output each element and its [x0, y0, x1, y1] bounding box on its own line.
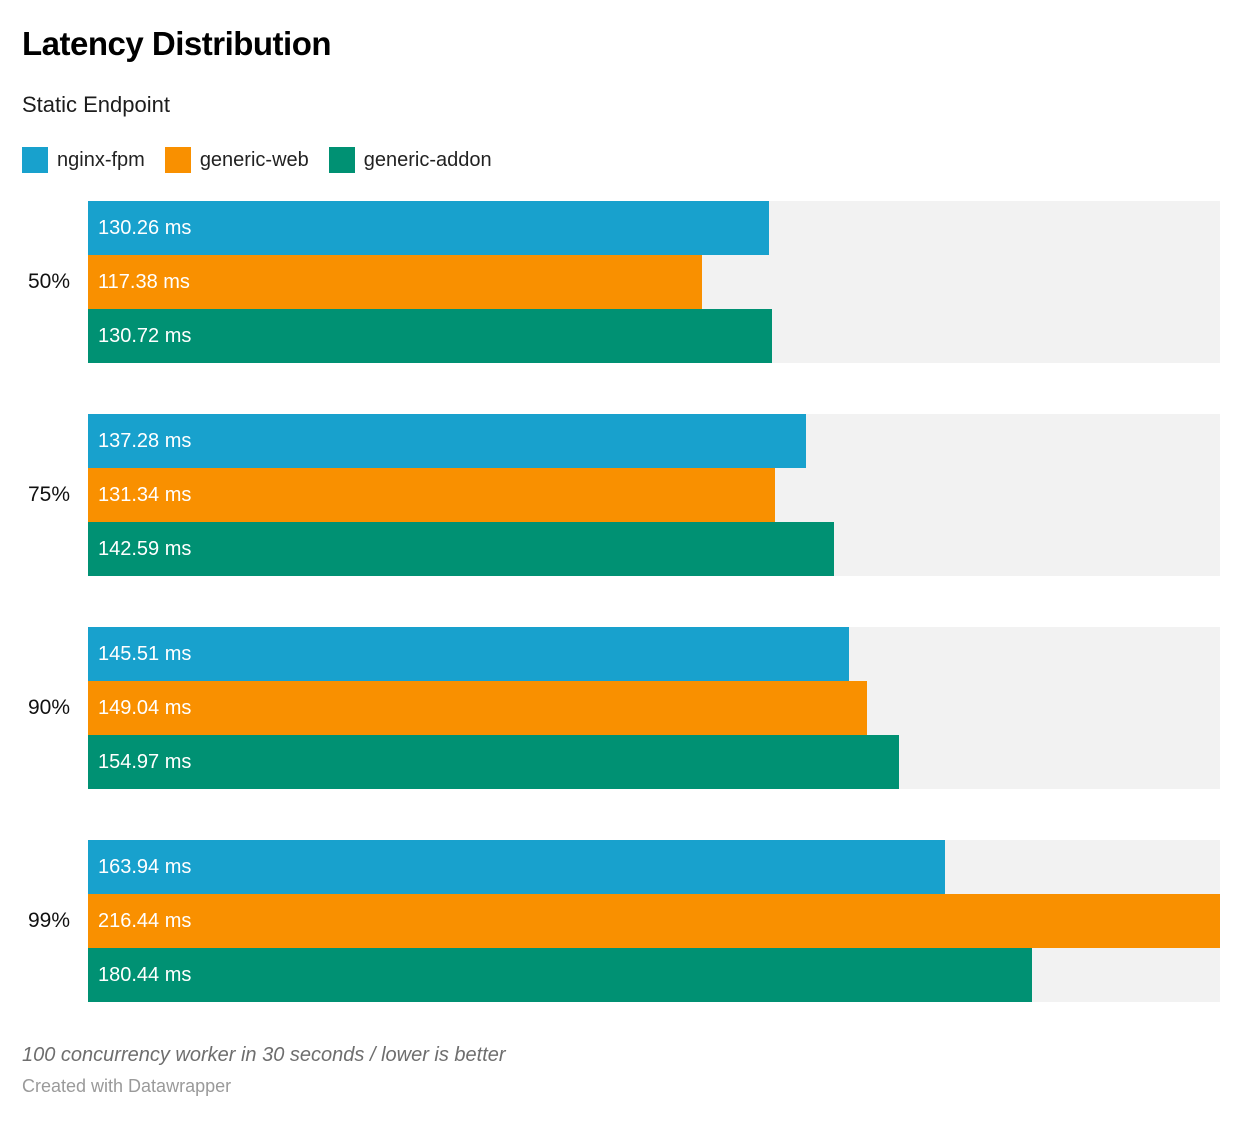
- bar-track: 216.44 ms: [88, 894, 1220, 948]
- bar-generic-web: 117.38 ms: [88, 255, 702, 309]
- value-label: 149.04 ms: [98, 696, 192, 719]
- bar-track: 154.97 ms: [88, 735, 1220, 789]
- value-label: 117.38 ms: [98, 270, 190, 293]
- bar-generic-addon: 154.97 ms: [88, 735, 899, 789]
- bar-generic-addon: 180.44 ms: [88, 948, 1032, 1002]
- chart-subtitle: Static Endpoint: [22, 92, 170, 117]
- category-label: 90%: [27, 696, 70, 719]
- bar-track: 145.51 ms: [88, 627, 1220, 681]
- bars: 145.51 ms 149.04 ms 154.97 ms: [88, 627, 1220, 789]
- bar-track: 137.28 ms: [88, 414, 1220, 468]
- value-label: 130.72 ms: [98, 324, 192, 347]
- legend-swatch-icon: [22, 147, 48, 173]
- bar-group-75%: 75% 137.28 ms 131.34 ms 142.59 ms: [0, 414, 1220, 576]
- bar-track: 130.72 ms: [88, 309, 1220, 363]
- bar-track: 163.94 ms: [88, 840, 1220, 894]
- bar-generic-web: 216.44 ms: [88, 894, 1220, 948]
- category-label: 75%: [27, 483, 70, 506]
- bar-track: 117.38 ms: [88, 255, 1220, 309]
- bar-nginx-fpm: 163.94 ms: [88, 840, 946, 894]
- legend-item-nginx-fpm: nginx-fpm: [22, 147, 145, 173]
- category-label: 50%: [27, 270, 70, 293]
- bar-generic-web: 131.34 ms: [88, 468, 775, 522]
- value-label: 216.44 ms: [98, 909, 192, 932]
- chart-footer: 100 concurrency worker in 30 seconds / l…: [0, 1044, 1240, 1097]
- bar-group-50%: 50% 130.26 ms 117.38 ms 130.72 ms: [0, 201, 1220, 363]
- bar-track: 149.04 ms: [88, 681, 1220, 735]
- legend-item-generic-addon: generic-addon: [328, 147, 492, 173]
- page-title: Latency Distribution: [22, 25, 332, 62]
- bar-generic-addon: 142.59 ms: [88, 522, 834, 576]
- legend-label: generic-web: [199, 148, 309, 171]
- footnote: 100 concurrency worker in 30 seconds / l…: [22, 1044, 506, 1066]
- value-label: 163.94 ms: [98, 855, 192, 878]
- bar-nginx-fpm: 137.28 ms: [88, 414, 806, 468]
- value-label: 131.34 ms: [98, 483, 192, 506]
- chart-header: Latency Distribution Static Endpoint ngi…: [0, 0, 1240, 173]
- value-label: 145.51 ms: [98, 642, 192, 665]
- bar-generic-web: 149.04 ms: [88, 681, 868, 735]
- bars: 130.26 ms 117.38 ms 130.72 ms: [88, 201, 1220, 363]
- bar-track: 180.44 ms: [88, 948, 1220, 1002]
- legend-swatch-icon: [164, 147, 191, 173]
- chart: 50% 130.26 ms 117.38 ms 130.72 ms 75% 137.28 …: [0, 201, 1240, 1002]
- category-label: 99%: [27, 909, 70, 932]
- bar-generic-addon: 130.72 ms: [88, 309, 772, 363]
- bar-nginx-fpm: 130.26 ms: [88, 201, 770, 255]
- bar-track: 130.26 ms: [88, 201, 1220, 255]
- value-label: 137.28 ms: [98, 429, 192, 452]
- value-label: 142.59 ms: [98, 537, 192, 560]
- value-label: 130.26 ms: [98, 216, 192, 239]
- bar-track: 131.34 ms: [88, 468, 1220, 522]
- legend-swatch-icon: [328, 147, 355, 173]
- bar-nginx-fpm: 145.51 ms: [88, 627, 850, 681]
- legend: nginx-fpm generic-web generic-addon: [22, 147, 1218, 173]
- value-label: 154.97 ms: [98, 750, 192, 773]
- bar-track: 142.59 ms: [88, 522, 1220, 576]
- legend-label: nginx-fpm: [57, 148, 145, 171]
- legend-label: generic-addon: [363, 148, 492, 171]
- bar-group-90%: 90% 145.51 ms 149.04 ms 154.97 ms: [0, 627, 1220, 789]
- value-label: 180.44 ms: [98, 963, 192, 986]
- bars: 137.28 ms 131.34 ms 142.59 ms: [88, 414, 1220, 576]
- datawrapper-credit[interactable]: Created with Datawrapper: [22, 1076, 232, 1096]
- bar-group-99%: 99% 163.94 ms 216.44 ms 180.44 ms: [0, 840, 1220, 1002]
- bars: 163.94 ms 216.44 ms 180.44 ms: [88, 840, 1220, 1002]
- legend-item-generic-web: generic-web: [164, 147, 309, 173]
